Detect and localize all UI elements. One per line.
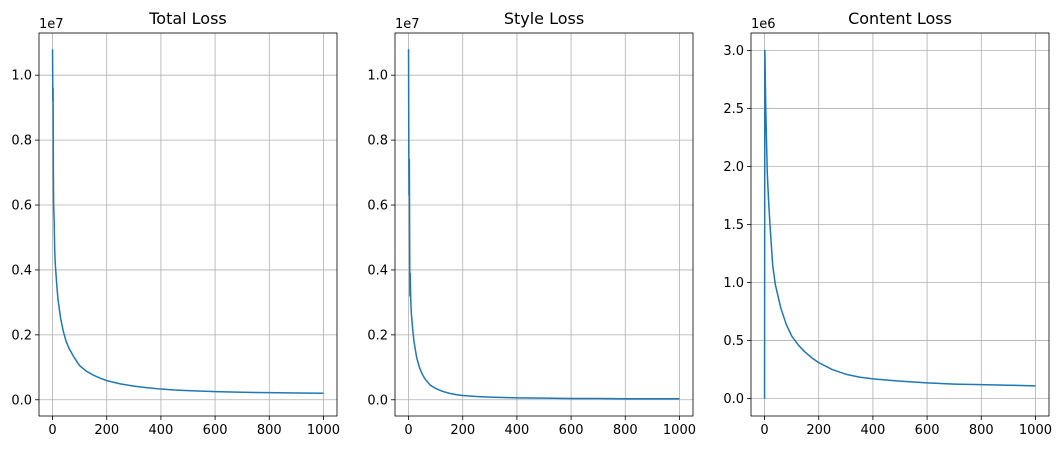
y-tick-label: 0.2 (367, 328, 388, 343)
x-tick-label: 0 (404, 423, 412, 438)
x-tick-label: 1000 (307, 423, 340, 438)
y-tick-label: 0.0 (367, 393, 388, 408)
subplot-3: 0 200 400 600 800 1000 0.0 0.5 1.0 1.5 2.0 2.5 3.0 1e… (723, 9, 1052, 438)
y-tick-label: 0.2 (11, 328, 32, 343)
series-line (51, 49, 324, 395)
y-tick-label: 1.0 (367, 69, 388, 84)
y-tick-label: 0.8 (11, 134, 32, 149)
y-tick-label: 3.0 (723, 44, 744, 59)
y-tick-label: 0.5 (723, 334, 744, 349)
x-tick-label: 600 (559, 423, 584, 438)
x-tick-label: 400 (504, 423, 529, 438)
y-offset-label: 1e7 (39, 17, 64, 32)
y-tick-label: 0.0 (723, 392, 744, 407)
y-tick-label: 0.8 (367, 134, 388, 149)
x-tick-label: 800 (613, 423, 638, 438)
x-tick-label: 200 (450, 423, 475, 438)
x-tick-label: 200 (94, 423, 119, 438)
subplot-1: 0 200 400 600 800 1000 0.0 0.2 0.4 0.6 0.8 1.0 1e7 To… (11, 9, 340, 438)
chart-title: Total Loss (148, 9, 227, 28)
y-offset-label: 1e6 (751, 17, 776, 32)
series-line (407, 49, 680, 400)
axes-frame (394, 32, 694, 417)
y-tick-label: 0.0 (11, 393, 32, 408)
x-tick-label: 600 (915, 423, 940, 438)
axes-frame (38, 32, 338, 417)
chart-title: Style Loss (504, 9, 584, 28)
y-tick-label: 2.5 (723, 102, 744, 117)
subplot-2: 0 200 400 600 800 1000 0.0 0.2 0.4 0.6 0.8 1.0 1e7 St… (367, 9, 696, 438)
x-tick-label: 1000 (663, 423, 696, 438)
x-tick-label: 400 (860, 423, 885, 438)
x-tick-label: 1000 (1019, 423, 1052, 438)
y-tick-label: 1.0 (723, 276, 744, 291)
x-tick-label: 0 (48, 423, 56, 438)
y-offset-label: 1e7 (395, 17, 420, 32)
x-tick-label: 800 (257, 423, 282, 438)
x-tick-label: 0 (760, 423, 768, 438)
x-tick-label: 200 (806, 423, 831, 438)
y-tick-label: 0.6 (367, 199, 388, 214)
y-tick-label: 0.4 (11, 263, 32, 278)
x-tick-label: 600 (203, 423, 228, 438)
y-tick-label: 2.0 (723, 160, 744, 175)
series-line (763, 49, 1036, 399)
y-tick-label: 1.5 (723, 218, 744, 233)
y-tick-label: 0.4 (367, 263, 388, 278)
x-tick-label: 800 (969, 423, 994, 438)
chart-title: Content Loss (848, 9, 952, 28)
y-tick-label: 0.6 (11, 199, 32, 214)
x-tick-label: 400 (148, 423, 173, 438)
y-tick-label: 1.0 (11, 69, 32, 84)
